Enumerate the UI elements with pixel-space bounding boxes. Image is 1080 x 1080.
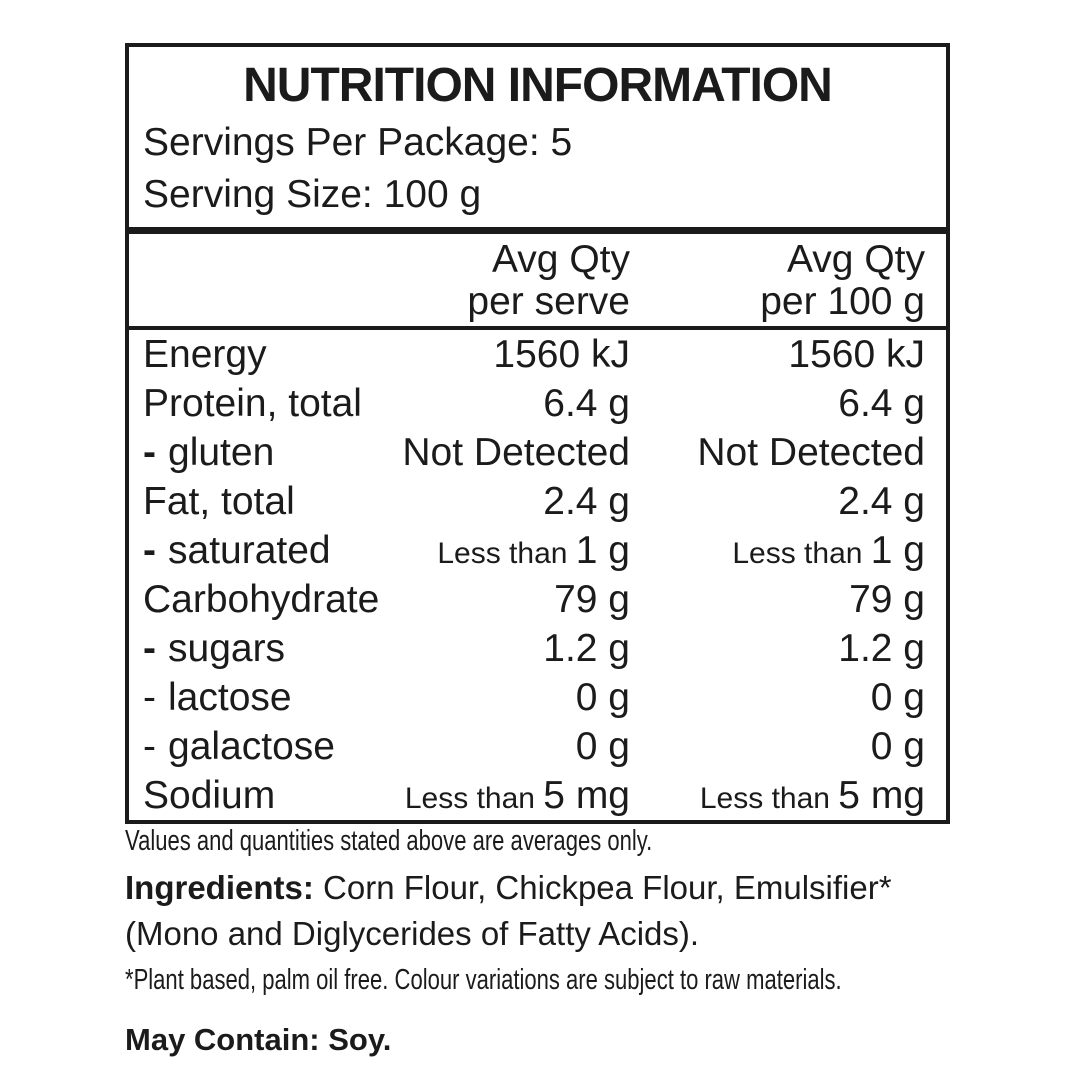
value-per-serve: 0 g bbox=[575, 725, 630, 768]
dash-prefix: - bbox=[143, 725, 156, 768]
nutrient-label: - lactose bbox=[143, 673, 380, 722]
plant-note: *Plant based, palm oil free. Colour vari… bbox=[125, 961, 1045, 1004]
dash-prefix: - bbox=[143, 529, 156, 572]
averages-note: Values and quantities stated above are a… bbox=[125, 822, 1045, 865]
less-than-prefix: Less than bbox=[732, 537, 871, 570]
panel-header: NUTRITION INFORMATION Servings Per Packa… bbox=[129, 47, 946, 227]
averages-note-text: Values and quantities stated above are a… bbox=[125, 825, 653, 857]
column-headers: Avg Qty per serve Avg Qty per 100 g bbox=[129, 234, 946, 326]
less-than-prefix: Less than bbox=[699, 782, 839, 815]
value-per-100g: Less than 1 g bbox=[732, 529, 925, 572]
nutrient-row: - lactose 0 g 0 g bbox=[129, 673, 946, 722]
value-per-serve: Less than 1 g bbox=[437, 529, 630, 572]
value-per-100g: 79 g bbox=[849, 578, 925, 621]
header-divider bbox=[129, 227, 946, 234]
less-than-prefix: Less than bbox=[437, 537, 576, 570]
nutrient-label: - sugars bbox=[143, 624, 380, 673]
less-than-prefix: Less than bbox=[404, 782, 544, 815]
label-footer: Values and quantities stated above are a… bbox=[125, 822, 1045, 1058]
value-per-serve: 1.2 g bbox=[543, 627, 630, 670]
nutrient-row: Sodium Less than 5 mg Less than 5 mg bbox=[129, 771, 946, 820]
value-per-100g: 1.2 g bbox=[838, 627, 925, 670]
dash-prefix: - bbox=[143, 627, 156, 670]
nutrient-label: - galactose bbox=[143, 722, 380, 771]
servings-per-package: Servings Per Package: 5 bbox=[143, 121, 573, 164]
nutrient-row: - galactose 0 g 0 g bbox=[129, 722, 946, 771]
value-per-serve: 0 g bbox=[575, 676, 630, 719]
value-per-100g: 2.4 g bbox=[838, 480, 925, 523]
column-header-per-100g: Avg Qty per 100 g bbox=[630, 239, 925, 323]
value-per-serve: 6.4 g bbox=[543, 382, 630, 425]
nutrient-row: Fat, total 2.4 g 2.4 g bbox=[129, 477, 946, 526]
nutrient-label: Carbohydrate bbox=[143, 578, 380, 621]
nutrient-row: - saturated Less than 1 g Less than 1 g bbox=[129, 526, 946, 575]
ingredients-label: Ingredients: bbox=[125, 869, 314, 906]
panel-title: NUTRITION INFORMATION bbox=[243, 59, 833, 112]
nutrient-row: - gluten Not Detected Not Detected bbox=[129, 428, 946, 477]
nutrient-label: Sodium bbox=[143, 774, 276, 817]
nutrient-row: - sugars 1.2 g 1.2 g bbox=[129, 624, 946, 673]
value-per-100g: Less than 5 mg bbox=[699, 774, 925, 817]
nutrient-label: Energy bbox=[143, 333, 267, 376]
value-per-100g: 0 g bbox=[870, 725, 925, 768]
col-per-serve-line1: Avg Qty bbox=[491, 238, 630, 281]
ingredients-list: Corn Flour, Chickpea Flour, Emulsifier* bbox=[313, 869, 892, 906]
col-per-serve-line2: per serve bbox=[467, 280, 630, 323]
nutrient-rows: Energy 1560 kJ 1560 kJ Protein, total 6.4 g 6… bbox=[129, 330, 946, 820]
value-per-serve: 2.4 g bbox=[543, 480, 630, 523]
nutrient-row: Carbohydrate 79 g 79 g bbox=[129, 575, 946, 624]
value-per-serve: Less than 5 mg bbox=[404, 774, 630, 817]
plant-note-text: *Plant based, palm oil free. Colour vari… bbox=[125, 964, 842, 996]
value-per-100g: 1560 kJ bbox=[788, 333, 925, 376]
value-per-100g: 6.4 g bbox=[838, 382, 925, 425]
col-per-100g-line1: Avg Qty bbox=[786, 238, 925, 281]
serving-size: Serving Size: 100 g bbox=[143, 173, 482, 216]
nutrition-panel: NUTRITION INFORMATION Servings Per Packa… bbox=[125, 43, 950, 824]
ingredients-line2: (Mono and Diglycerides of Fatty Acids). bbox=[125, 915, 700, 952]
dash-prefix: - bbox=[143, 431, 156, 474]
value-per-serve: Not Detected bbox=[402, 431, 630, 474]
value-per-100g: 0 g bbox=[870, 676, 925, 719]
nutrient-label: Fat, total bbox=[143, 480, 295, 523]
nutrient-row: Protein, total 6.4 g 6.4 g bbox=[129, 379, 946, 428]
value-per-serve: 79 g bbox=[554, 578, 630, 621]
value-per-100g: Not Detected bbox=[697, 431, 925, 474]
nutrient-row: Energy 1560 kJ 1560 kJ bbox=[129, 330, 946, 379]
nutrient-label: - gluten bbox=[143, 428, 380, 477]
ingredients-line1: Ingredients: Corn Flour, Chickpea Flour,… bbox=[125, 865, 1045, 911]
dash-prefix: - bbox=[143, 676, 156, 719]
table-divider bbox=[129, 326, 946, 330]
may-contain: May Contain: Soy. bbox=[125, 1022, 392, 1057]
column-header-spacer bbox=[143, 239, 380, 323]
col-per-100g-line2: per 100 g bbox=[760, 280, 925, 323]
column-header-per-serve: Avg Qty per serve bbox=[380, 239, 630, 323]
nutrient-label: - saturated bbox=[143, 526, 380, 578]
value-per-serve: 1560 kJ bbox=[493, 333, 630, 376]
nutrient-label: Protein, total bbox=[143, 382, 362, 425]
